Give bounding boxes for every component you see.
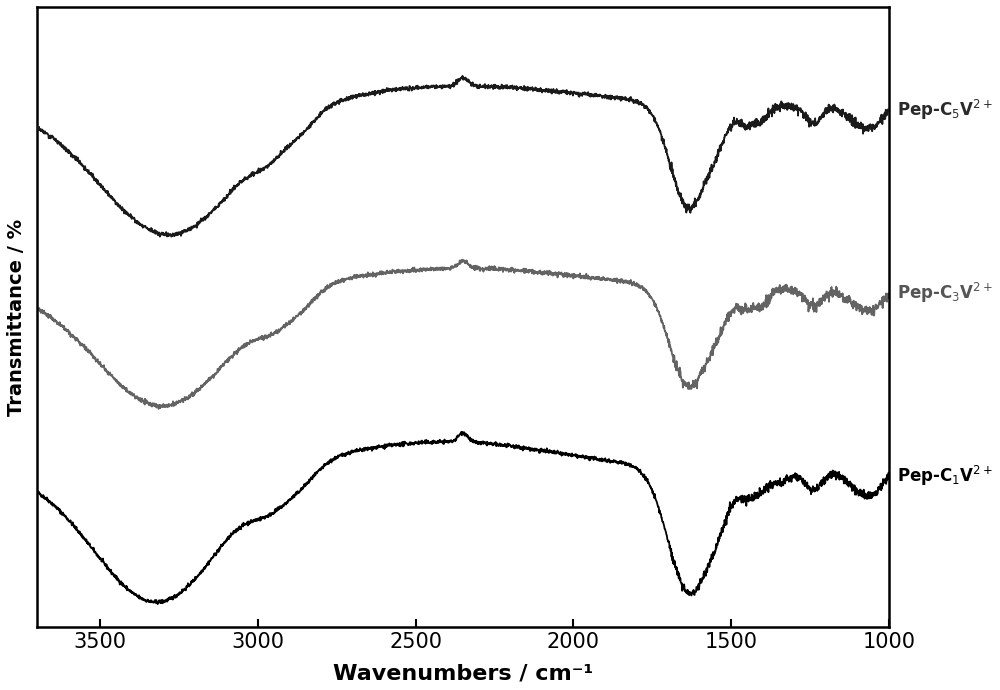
Y-axis label: Transmittance / %: Transmittance / % bbox=[7, 219, 26, 415]
X-axis label: Wavenumbers / cm⁻¹: Wavenumbers / cm⁻¹ bbox=[333, 663, 593, 683]
Text: Pep-C$_1$V$^{2+}$: Pep-C$_1$V$^{2+}$ bbox=[897, 464, 993, 488]
Text: Pep-C$_3$V$^{2+}$: Pep-C$_3$V$^{2+}$ bbox=[897, 282, 993, 306]
Text: Pep-C$_5$V$^{2+}$: Pep-C$_5$V$^{2+}$ bbox=[897, 97, 993, 121]
